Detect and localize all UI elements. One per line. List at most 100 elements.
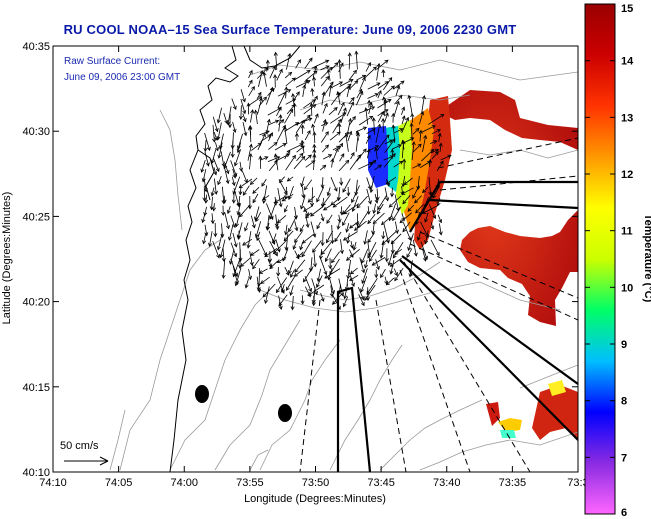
current-vector bbox=[268, 160, 278, 172]
current-vector-head bbox=[291, 77, 296, 82]
current-vector bbox=[384, 138, 396, 154]
current-vector-head bbox=[424, 240, 429, 245]
current-vector bbox=[401, 107, 405, 115]
current-vector-head bbox=[232, 223, 236, 229]
current-vector-head bbox=[274, 252, 278, 257]
current-vector bbox=[376, 203, 384, 215]
current-vector-head bbox=[394, 229, 399, 235]
current-vector-head bbox=[382, 96, 387, 101]
current-vector bbox=[211, 187, 215, 196]
x-tick-label: 74:05 bbox=[105, 477, 133, 489]
current-vector bbox=[419, 111, 424, 125]
current-vector-head bbox=[234, 162, 238, 167]
current-vector bbox=[347, 233, 350, 244]
current-vector bbox=[391, 187, 393, 197]
current-vector-head bbox=[349, 244, 354, 249]
current-vector bbox=[224, 167, 229, 184]
current-vector bbox=[250, 215, 255, 228]
x-tick-label: 74:10 bbox=[39, 477, 67, 489]
current-vector bbox=[259, 268, 268, 274]
current-vector-head bbox=[349, 270, 355, 275]
current-vector bbox=[205, 194, 208, 203]
current-vector-head bbox=[232, 174, 237, 179]
current-vector bbox=[430, 239, 440, 256]
current-vector bbox=[348, 70, 357, 81]
current-vector-head bbox=[322, 164, 327, 169]
current-vector bbox=[337, 91, 341, 105]
current-vector-head bbox=[273, 153, 278, 158]
current-vector bbox=[224, 212, 230, 229]
current-vector bbox=[329, 84, 332, 97]
current-vector-head bbox=[295, 122, 300, 126]
current-vector-head bbox=[368, 257, 373, 262]
current-vector bbox=[386, 176, 397, 185]
x-tick-label: 73:55 bbox=[236, 477, 264, 489]
current-vector-head bbox=[312, 148, 317, 153]
current-vector-head bbox=[430, 148, 435, 153]
current-vector-head bbox=[336, 90, 341, 96]
current-vector bbox=[383, 224, 389, 243]
current-vector bbox=[338, 278, 344, 296]
current-vector-head bbox=[246, 244, 251, 249]
current-vector-head bbox=[326, 239, 330, 244]
current-vector-head bbox=[265, 59, 270, 64]
current-vector bbox=[394, 128, 403, 134]
current-vector bbox=[325, 248, 332, 262]
current-vector bbox=[284, 205, 288, 213]
current-vector-head bbox=[306, 114, 311, 119]
current-vector-head bbox=[276, 259, 282, 264]
current-vector bbox=[262, 195, 270, 201]
current-vector-head bbox=[414, 199, 419, 204]
current-vector-head bbox=[278, 302, 283, 307]
current-vector bbox=[215, 142, 219, 151]
current-vector bbox=[412, 143, 422, 153]
current-vector bbox=[393, 101, 400, 116]
current-vector-head bbox=[340, 101, 345, 107]
current-vector bbox=[440, 155, 452, 161]
current-vector-head bbox=[222, 199, 227, 204]
current-vector-head bbox=[312, 76, 317, 81]
surface-current-vectors bbox=[200, 50, 452, 311]
current-vector-head bbox=[304, 214, 310, 219]
current-vector-head bbox=[289, 108, 294, 113]
current-vector-head bbox=[202, 240, 207, 245]
current-vector bbox=[347, 131, 352, 142]
current-vector bbox=[227, 206, 231, 214]
current-vector-head bbox=[422, 257, 427, 262]
current-vector-head bbox=[242, 98, 246, 103]
current-vector-head bbox=[424, 255, 429, 260]
current-vector bbox=[384, 187, 389, 201]
current-vector bbox=[211, 149, 217, 164]
current-vector bbox=[288, 185, 294, 200]
current-vector bbox=[359, 257, 365, 273]
current-vector bbox=[439, 143, 442, 153]
current-vector-head bbox=[278, 114, 283, 119]
current-vector-head bbox=[311, 123, 316, 128]
map-title: RU COOL NOAA–15 Sea Surface Temperature:… bbox=[63, 22, 517, 37]
y-axis-label: Latitude (Degrees:Minutes) bbox=[1, 192, 13, 325]
current-vector bbox=[248, 86, 255, 97]
current-vector bbox=[257, 285, 261, 293]
current-vector bbox=[204, 140, 207, 152]
current-vector bbox=[394, 194, 399, 211]
current-vector bbox=[232, 168, 236, 178]
current-vector bbox=[285, 224, 288, 235]
current-vector bbox=[320, 249, 323, 259]
current-vector-head bbox=[380, 273, 384, 279]
current-vector-head bbox=[299, 227, 304, 233]
current-vector-head bbox=[213, 190, 218, 195]
current-vector bbox=[213, 131, 218, 141]
current-vector bbox=[262, 283, 276, 298]
current-vector bbox=[303, 104, 317, 115]
current-vector-head bbox=[296, 253, 302, 258]
current-vector-head bbox=[391, 138, 396, 143]
current-vector-head bbox=[401, 115, 406, 120]
current-vector bbox=[358, 162, 373, 170]
current-vector-head bbox=[258, 96, 263, 100]
current-vector-head bbox=[351, 198, 355, 204]
current-vector-head bbox=[381, 69, 386, 74]
current-vector-head bbox=[313, 65, 318, 70]
current-vector bbox=[281, 193, 294, 202]
current-vector bbox=[411, 123, 413, 141]
current-vector bbox=[276, 277, 288, 293]
